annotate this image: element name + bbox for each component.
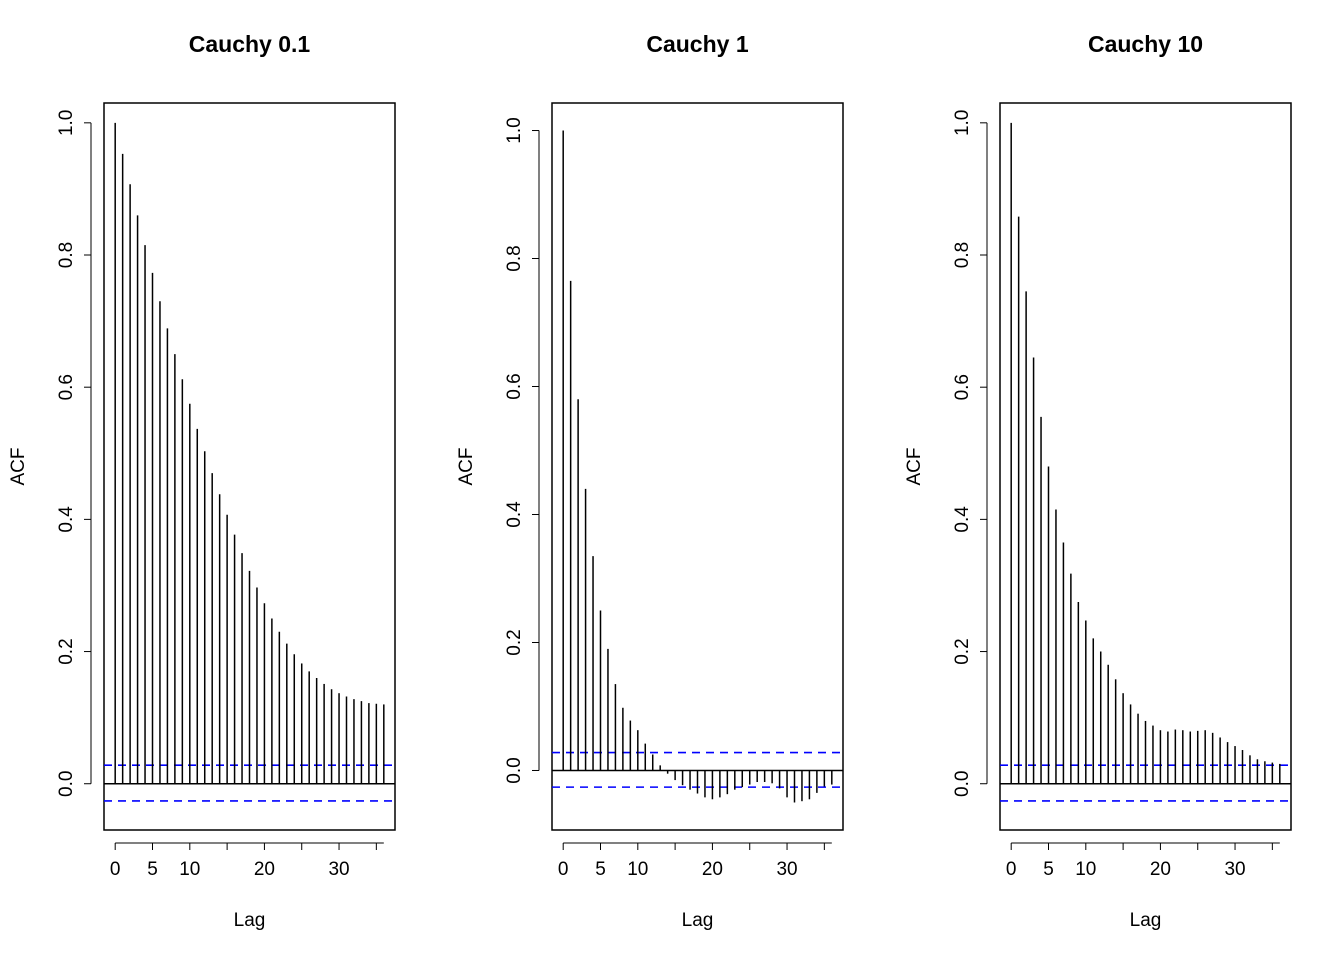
x-tick-label: 0 <box>558 859 569 880</box>
y-tick-label: 0.6 <box>56 374 77 400</box>
x-tick-label: 0 <box>1006 859 1017 880</box>
y-tick-label: 0.0 <box>952 771 973 797</box>
y-tick-label: 0.2 <box>56 638 77 664</box>
acf-panel-2: Cauchy 1 0 5 10 20 30 0.0 0.2 0.4 0.6 0.8 1.0 Lag ACF <box>456 31 844 931</box>
y-tick-label: 0.6 <box>504 373 525 399</box>
y-tick-label: 0.4 <box>504 501 525 528</box>
x-tick-label: 30 <box>328 859 349 880</box>
x-axis-label: Lag <box>234 910 266 931</box>
y-tick-label: 0.0 <box>56 771 77 797</box>
plot-frame <box>103 102 396 831</box>
y-tick-label: 0.8 <box>504 245 525 271</box>
y-tick-label: 1.0 <box>504 117 525 143</box>
x-tick-label: 0 <box>110 859 121 880</box>
plot-frame <box>551 102 844 831</box>
y-tick-label: 0.8 <box>952 242 973 268</box>
x-axis-label: Lag <box>1130 910 1162 931</box>
chart-title: Cauchy 0.1 <box>189 31 311 57</box>
y-tick-label: 0.0 <box>504 757 525 783</box>
x-tick-label: 5 <box>1043 859 1054 880</box>
chart-title: Cauchy 10 <box>1088 31 1203 57</box>
acf-panel-1: Cauchy 0.1 0 5 10 20 30 0.0 0.2 0.4 0.6 0.8 1.0 Lag A… <box>8 31 396 931</box>
plot-frame <box>999 102 1292 831</box>
x-tick-label: 10 <box>627 859 648 880</box>
y-tick-label: 0.2 <box>504 629 525 655</box>
x-tick-label: 20 <box>254 859 275 880</box>
y-axis-label: ACF <box>8 448 29 486</box>
y-tick-label: 0.4 <box>952 506 973 533</box>
y-axis-label: ACF <box>904 448 925 486</box>
x-tick-label: 10 <box>179 859 200 880</box>
y-axis-label: ACF <box>456 448 477 486</box>
x-tick-label: 5 <box>595 859 606 880</box>
x-axis-label: Lag <box>682 910 714 931</box>
x-tick-label: 20 <box>702 859 723 880</box>
y-tick-label: 0.6 <box>952 374 973 400</box>
x-tick-label: 10 <box>1075 859 1096 880</box>
y-tick-label: 0.8 <box>56 242 77 268</box>
x-tick-label: 5 <box>147 859 158 880</box>
x-tick-label: 20 <box>1150 859 1171 880</box>
x-tick-label: 30 <box>776 859 797 880</box>
y-tick-label: 1.0 <box>56 110 77 136</box>
acf-panel-3: Cauchy 10 0 5 10 20 30 0.0 0.2 0.4 0.6 0.8 1.0 Lag AC… <box>904 31 1292 931</box>
chart-title: Cauchy 1 <box>646 31 748 57</box>
x-tick-label: 30 <box>1224 859 1245 880</box>
y-tick-label: 1.0 <box>952 110 973 136</box>
y-tick-label: 0.2 <box>952 638 973 664</box>
y-tick-label: 0.4 <box>56 506 77 533</box>
